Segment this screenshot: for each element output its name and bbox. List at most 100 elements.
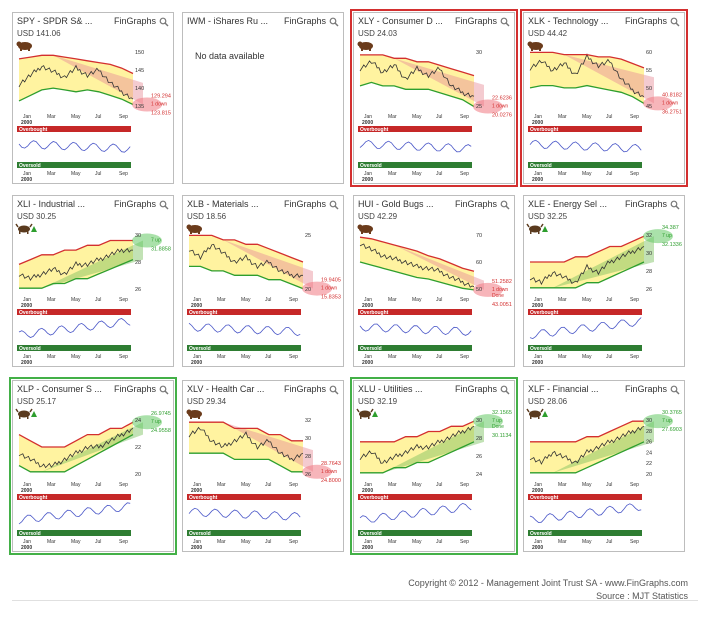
bull-icon: [356, 408, 378, 419]
target-upper-value: 28.7643: [321, 461, 341, 467]
chart-tile-xlk[interactable]: XLK - Technology ... FinGraphs USD 44.42 40…: [523, 12, 685, 184]
month-label: Sep: [630, 297, 639, 303]
oversold-bar: [17, 345, 131, 351]
chart-tile-hui[interactable]: HUI - Gold Bugs ... FinGraphs USD 42.29 51.…: [353, 195, 515, 367]
chart-tile-spy[interactable]: SPY - SPDR S& ... FinGraphs USD 141.06 129.…: [12, 12, 174, 184]
year-label: 2000: [532, 303, 543, 309]
lower-band: [530, 441, 645, 474]
target-upper-value: 129.294: [151, 94, 171, 100]
y-tick-label: 26: [646, 440, 652, 446]
zoom-icon[interactable]: [329, 385, 339, 395]
selection-frame-red: [350, 9, 518, 187]
price-label: USD 141.06: [17, 29, 61, 38]
month-label-lower: Jan: [23, 354, 31, 360]
zoom-icon[interactable]: [329, 200, 339, 210]
chart-tile-xle[interactable]: XLE - Energy Sel ... FinGraphs USD 32.25 34…: [523, 195, 685, 367]
month-label: Mar: [388, 114, 397, 120]
oversold-bar: [358, 530, 472, 536]
chart-tile-xli[interactable]: XLI - Industrial ... FinGraphs USD 30.25 7 …: [12, 195, 174, 367]
y-tick-label: 26: [476, 454, 482, 460]
month-label: Sep: [630, 482, 639, 488]
tile-header: XLK - Technology ... FinGraphs: [528, 16, 680, 29]
target-zone: [132, 97, 162, 112]
lower-band: [18, 87, 134, 106]
y-tick-label: 25: [305, 233, 311, 239]
fingraphs-label: FinGraphs: [624, 199, 667, 209]
month-label-lower: May: [241, 354, 251, 360]
year-label: 2000: [21, 120, 32, 126]
bear-icon: [357, 224, 373, 234]
selection-frame-green: [9, 377, 177, 555]
y-tick-label: 60: [646, 50, 652, 56]
oscillator-line: [188, 507, 301, 521]
month-label-lower: May: [582, 171, 592, 177]
price-line: [188, 426, 304, 462]
y-tick-label: 28: [305, 454, 311, 460]
tile-header: XLI - Industrial ... FinGraphs: [17, 199, 169, 212]
y-tick-label: 32: [305, 418, 311, 424]
month-label-lower: Jan: [534, 171, 542, 177]
zoom-icon[interactable]: [159, 200, 169, 210]
month-label-lower: Mar: [558, 171, 567, 177]
target-zone: [132, 233, 162, 248]
month-label-lower: Mar: [47, 354, 56, 360]
tile-header: XLV - Health Car ... FinGraphs: [187, 384, 339, 397]
chart-tile-xlu[interactable]: XLU - Utilities ... FinGraphs USD 32.19 32.…: [353, 380, 515, 552]
zoom-icon[interactable]: [670, 385, 680, 395]
zoom-icon[interactable]: [500, 385, 510, 395]
year-label-lower: 2000: [191, 360, 202, 365]
month-label-lower: Sep: [630, 539, 639, 545]
target-zone: [132, 415, 162, 430]
month-label: Jan: [534, 297, 542, 303]
zoom-icon[interactable]: [500, 200, 510, 210]
zoom-icon[interactable]: [670, 17, 680, 27]
month-label: Mar: [558, 297, 567, 303]
month-label: Jul: [436, 297, 442, 303]
month-label-lower: Mar: [558, 354, 567, 360]
month-label-lower: Mar: [217, 354, 226, 360]
chart-tile-xlf[interactable]: XLF - Financial ... FinGraphs USD 28.06 30.…: [523, 380, 685, 552]
zoom-icon[interactable]: [159, 385, 169, 395]
oscillator-line: [18, 502, 131, 525]
chart-tile-xly[interactable]: XLY - Consumer D ... FinGraphs USD 24.03 22…: [353, 12, 515, 184]
price-line: [359, 60, 475, 98]
price-label: USD 42.29: [358, 212, 398, 221]
month-label: Sep: [460, 297, 469, 303]
chart-tile-iwm[interactable]: IWM - iShares Ru ... FinGraphs No data ava…: [182, 12, 344, 184]
zoom-icon[interactable]: [670, 200, 680, 210]
tile-title: IWM - iShares Ru ...: [187, 16, 269, 26]
target-zone: [473, 282, 503, 297]
chart-tile-xlp[interactable]: XLP - Consumer S ... FinGraphs USD 25.17 26…: [12, 380, 174, 552]
overbought-label: Overbought: [19, 310, 48, 316]
target-lower-value: 32.1336: [662, 242, 682, 248]
oversold-bar: [528, 530, 642, 536]
zoom-icon[interactable]: [329, 17, 339, 27]
month-label: May: [582, 482, 592, 488]
lower-band: [360, 441, 475, 474]
month-label-lower: May: [582, 354, 592, 360]
tile-header: SPY - SPDR S& ... FinGraphs: [17, 16, 169, 29]
month-label: Jul: [606, 297, 612, 303]
month-label: Jul: [265, 297, 271, 303]
fingraphs-label: FinGraphs: [113, 384, 156, 394]
month-label-lower: Sep: [289, 539, 298, 545]
zoom-icon[interactable]: [500, 17, 510, 27]
month-label-lower: Sep: [460, 539, 469, 545]
month-label: May: [582, 297, 592, 303]
y-tick-label: 25: [476, 104, 482, 110]
zoom-icon[interactable]: [159, 17, 169, 27]
chart-tile-xlv[interactable]: XLV - Health Car ... FinGraphs USD 29.34 28…: [182, 380, 344, 552]
oscillator-line: [18, 318, 131, 338]
year-label: 2000: [362, 120, 373, 126]
chart-tile-xlb[interactable]: XLB - Materials ... FinGraphs USD 18.56 19.…: [182, 195, 344, 367]
month-label-lower: Jul: [265, 354, 271, 360]
month-label: May: [71, 114, 81, 120]
target-status-text: 7 up: [492, 418, 502, 424]
bear-icon: [357, 41, 373, 51]
y-tick-label: 145: [135, 68, 144, 74]
month-label-lower: Mar: [388, 354, 397, 360]
price-line: [359, 243, 475, 288]
month-label: Sep: [119, 114, 128, 120]
overbought-bar: [358, 126, 472, 132]
month-label: Sep: [460, 482, 469, 488]
